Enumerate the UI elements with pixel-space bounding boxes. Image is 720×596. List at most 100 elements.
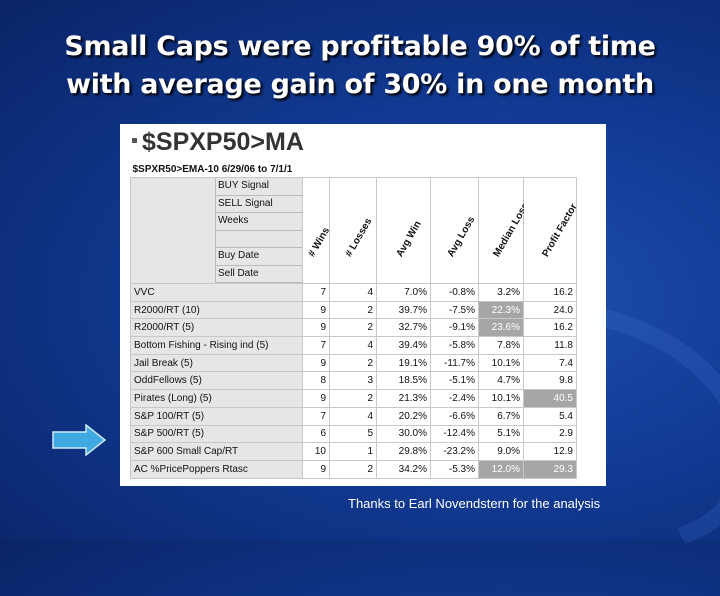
cell-median: 6.7% <box>478 406 524 426</box>
cell-wins: 9 <box>302 300 330 320</box>
signal-label: BUY Signal <box>215 178 302 196</box>
cell-wins: 7 <box>302 336 330 355</box>
signal-label: Sell Date <box>215 265 302 283</box>
cell-wins: 7 <box>302 283 330 302</box>
cell-avg-win: 21.3% <box>376 389 431 408</box>
cell-pf: 16.2 <box>523 318 577 338</box>
cell-median: 3.2% <box>478 283 524 302</box>
cell-median: 10.1% <box>478 353 524 373</box>
cell-avg-loss: -2.4% <box>430 389 479 408</box>
range-label: $SPXR50>EMA-10 6/29/06 to 7/1/1 <box>130 161 577 178</box>
cell-pf: 11.8 <box>523 336 577 355</box>
table-row: AC %PricePoppers Rtasc 9 2 34.2% -5.3% 12.0% 2… <box>130 459 577 479</box>
header-row: BUY Signal SELL Signal Weeks Buy Date Sell D… <box>130 177 580 284</box>
credit-text: Thanks to Earl Novendstern for the analy… <box>348 496 601 511</box>
row-name: R2000/RT (5) <box>130 318 303 338</box>
cell-avg-loss: -5.1% <box>430 371 479 391</box>
cell-pf: 29.3 <box>523 459 577 479</box>
col-header-profit-factor: Profit Factor <box>523 177 580 284</box>
cell-median: 4.7% <box>478 371 524 391</box>
cell-median: 5.1% <box>478 424 524 444</box>
table-row: S&P 600 Small Cap/RT 10 1 29.8% -23.2% 9.0% 12… <box>130 442 577 461</box>
signal-label: SELL Signal <box>215 195 302 213</box>
cell-avg-loss: -12.4% <box>430 424 479 444</box>
slide-title: Small Caps were profitable 90% of time w… <box>0 28 720 104</box>
cell-avg-win: 20.2% <box>376 406 431 426</box>
signal-label: Weeks <box>215 213 302 231</box>
cell-pf: 40.5 <box>523 389 577 408</box>
table-row: OddFellows (5) 8 3 18.5% -5.1% 4.7% 9.8 <box>130 371 577 391</box>
cell-wins: 9 <box>302 318 330 338</box>
cell-avg-win: 32.7% <box>376 318 431 338</box>
cell-wins: 6 <box>302 424 330 444</box>
cell-avg-loss: -7.5% <box>430 300 479 320</box>
row-name: S&P 100/RT (5) <box>130 406 303 426</box>
cell-losses: 5 <box>329 424 377 444</box>
table-row: VVC 7 4 7.0% -0.8% 3.2% 16.2 <box>130 283 577 302</box>
row-name: AC %PricePoppers Rtasc <box>130 459 303 479</box>
cell-median: 10.1% <box>478 389 524 408</box>
row-name: S&P 500/RT (5) <box>130 424 303 444</box>
cell-avg-win: 18.5% <box>376 371 431 391</box>
cell-avg-loss: -9.1% <box>430 318 479 338</box>
range-row: $SPXR50>EMA-10 6/29/06 to 7/1/1 <box>130 161 577 178</box>
table-row: R2000/RT (10) 9 2 39.7% -7.5% 22.3% 24.0 <box>130 300 577 320</box>
cell-wins: 7 <box>302 406 330 426</box>
cell-median: 12.0% <box>478 459 524 479</box>
cell-pf: 2.9 <box>523 424 577 444</box>
row-name: Jail Break (5) <box>130 353 303 373</box>
cell-wins: 9 <box>302 389 330 408</box>
cell-avg-win: 39.7% <box>376 300 431 320</box>
row-name: VVC <box>130 283 303 302</box>
row-name: R2000/RT (10) <box>130 300 303 320</box>
cell-avg-loss: -5.3% <box>430 459 479 479</box>
cell-avg-loss: -0.8% <box>430 283 479 302</box>
signal-label: Buy Date <box>215 248 302 266</box>
row-name: Pirates (Long) (5) <box>130 389 303 408</box>
cell-pf: 9.8 <box>523 371 577 391</box>
cell-avg-win: 7.0% <box>376 283 431 302</box>
cell-losses: 1 <box>329 442 377 461</box>
row-name: Bottom Fishing - Rising ind (5) <box>130 336 303 355</box>
cell-losses: 2 <box>329 389 377 408</box>
cell-avg-loss: -11.7% <box>430 353 479 373</box>
cell-median: 22.3% <box>478 300 524 320</box>
cell-avg-loss: -5.8% <box>430 336 479 355</box>
cell-avg-win: 29.8% <box>376 442 431 461</box>
cell-pf: 5.4 <box>523 406 577 426</box>
signal-label <box>215 230 302 248</box>
title-line-2: with average gain of 30% in one month <box>66 69 654 100</box>
signal-block: BUY Signal SELL Signal Weeks Buy Date Sell D… <box>130 177 303 284</box>
sheet-title-text: $SPXP50>MA <box>142 128 304 156</box>
cell-wins: 9 <box>302 353 330 373</box>
right-arrow-icon <box>52 424 106 456</box>
cell-losses: 2 <box>329 300 377 320</box>
table-row: Bottom Fishing - Rising ind (5) 7 4 39.4% -5… <box>130 336 577 355</box>
cell-avg-win: 39.4% <box>376 336 431 355</box>
cell-pf: 16.2 <box>523 283 577 302</box>
cell-avg-win: 19.1% <box>376 353 431 373</box>
col-header-losses: # Losses <box>329 177 377 284</box>
cell-losses: 4 <box>329 406 377 426</box>
cell-losses: 2 <box>329 353 377 373</box>
cell-losses: 2 <box>329 459 377 479</box>
cell-avg-loss: -23.2% <box>430 442 479 461</box>
table-row: Pirates (Long) (5) 9 2 21.3% -2.4% 10.1% 40.5 <box>130 389 577 408</box>
col-header-avg-loss: Avg Loss <box>430 177 479 284</box>
cell-losses: 4 <box>329 283 377 302</box>
cell-avg-win: 30.0% <box>376 424 431 444</box>
table-row: S&P 100/RT (5) 7 4 20.2% -6.6% 6.7% 5.4 <box>130 406 577 426</box>
cell-median: 7.8% <box>478 336 524 355</box>
col-header-wins: # Wins <box>302 177 332 284</box>
cell-median: 9.0% <box>478 442 524 461</box>
sheet-title: $SPXP50>MA <box>132 128 304 157</box>
results-table: $SPXR50>EMA-10 6/29/06 to 7/1/1 BUY Sign… <box>130 161 580 479</box>
cell-losses: 3 <box>329 371 377 391</box>
col-header-median-loss: Median Loss <box>478 177 531 284</box>
row-name: OddFellows (5) <box>130 371 303 391</box>
table-row: Jail Break (5) 9 2 19.1% -11.7% 10.1% 7.4 <box>130 353 577 373</box>
cell-pf: 12.9 <box>523 442 577 461</box>
cell-wins: 8 <box>302 371 330 391</box>
cell-wins: 9 <box>302 459 330 479</box>
row-name: S&P 600 Small Cap/RT <box>130 442 303 461</box>
